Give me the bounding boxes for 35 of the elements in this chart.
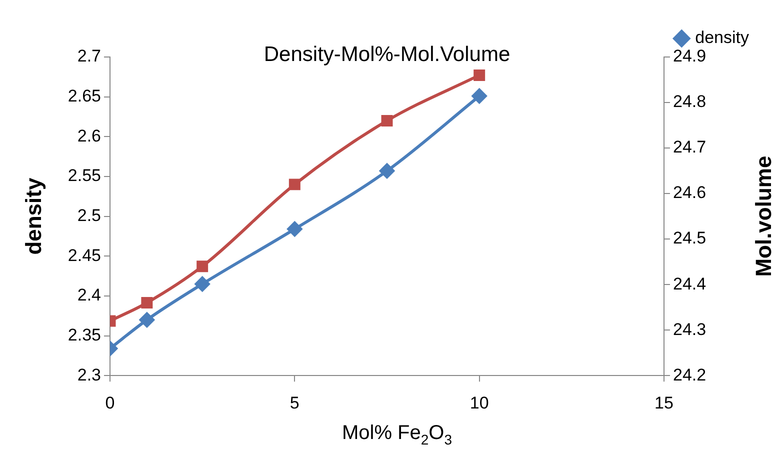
point	[194, 276, 210, 292]
y-axis-title: density	[21, 177, 46, 255]
y2-tick-label: 24.3	[673, 320, 706, 339]
y2-axis-title: Mol.volume	[751, 156, 776, 277]
y2-tick-label: 24.4	[673, 274, 706, 294]
chart-title: Density-Mol%-Mol.Volume	[264, 42, 510, 66]
x-tick-label: 0	[105, 393, 115, 412]
y-tick-label: 2.7	[77, 46, 101, 66]
point	[472, 88, 487, 104]
y-tick-label: 2.6	[77, 126, 101, 146]
y-tick-label: 2.5	[77, 206, 101, 225]
y-tick-label: 2.55	[68, 166, 101, 186]
point	[380, 163, 394, 178]
y2-tick-label: 24.9	[673, 46, 706, 66]
y2-tick-label: 24.2	[673, 365, 706, 384]
point	[139, 312, 154, 328]
x-tick-label: 5	[290, 393, 300, 412]
y2-tick-label: 24.8	[673, 92, 706, 112]
x-tick-label: 10	[470, 393, 489, 412]
y2-tick-label: 24.7	[673, 138, 706, 157]
point	[287, 222, 302, 237]
x-tick-label: 15	[654, 393, 674, 412]
y-tick-label: 2.3	[77, 365, 101, 384]
point	[381, 114, 393, 126]
y-tick-label: 2.65	[68, 86, 101, 106]
point	[288, 178, 300, 190]
point	[141, 297, 153, 309]
y2-tick-label: 24.6	[673, 183, 706, 202]
y-tick-label: 2.45	[68, 246, 101, 265]
y-tick-label: 2.35	[68, 325, 101, 344]
point	[474, 69, 486, 81]
legend-label: density	[695, 28, 750, 48]
y2-tick-label: 24.5	[673, 228, 706, 248]
y-tick-label: 2.4	[77, 286, 101, 305]
point	[196, 260, 208, 272]
